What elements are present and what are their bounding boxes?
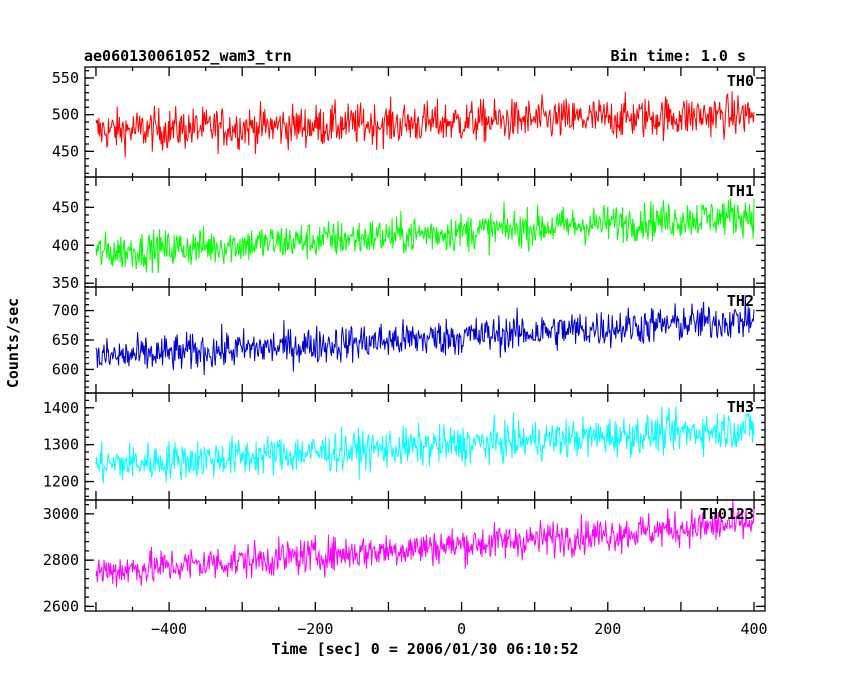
panel-frame [84,499,766,612]
x-tick-label: −400 [151,620,187,638]
x-tick-label: −200 [297,620,333,638]
y-tick-label: 3000 [43,505,79,523]
y-tick-label: 500 [52,106,79,124]
y-tick-label: 450 [52,142,79,160]
series-label-th3: TH3 [727,398,754,416]
series-line-th3 [95,406,755,484]
series-label-th0: TH0 [727,72,754,90]
series-line-th0 [95,91,755,158]
y-tick-label: 1400 [43,399,79,417]
y-tick-label: 450 [52,198,79,216]
y-tick-label: 2800 [43,551,79,569]
x-axis-label: Time [sec] 0 = 2006/01/30 06:10:52 [271,640,578,658]
series-line-th1 [95,198,755,274]
series-line-th2 [95,295,755,376]
y-tick-label: 600 [52,360,79,378]
y-axis-label: Counts/sec [4,298,22,388]
y-tick-label: 650 [52,331,79,349]
x-tick-label: 200 [594,620,621,638]
chart-title: ae060130061052_wam3_trn [84,47,292,65]
y-tick-label: 550 [52,69,79,87]
series-label-th2: TH2 [727,292,754,310]
series-label-th0123: TH0123 [700,505,754,523]
y-tick-label: 1200 [43,473,79,491]
y-tick-label: 2600 [43,597,79,615]
y-tick-label: 1300 [43,436,79,454]
x-tick-label: 0 [457,620,466,638]
chart-subtitle: Bin time: 1.0 s [611,47,746,65]
y-tick-label: 400 [52,236,79,254]
x-tick-label: 400 [740,620,767,638]
series-line-th0123 [95,500,755,588]
panels-group: 450 500 550 TH0 350 400 450 TH1 600 650 700 TH2 1200… [43,66,768,638]
series-label-th1: TH1 [727,182,754,200]
y-tick-label: 350 [52,274,79,292]
y-tick-label: 700 [52,302,79,320]
